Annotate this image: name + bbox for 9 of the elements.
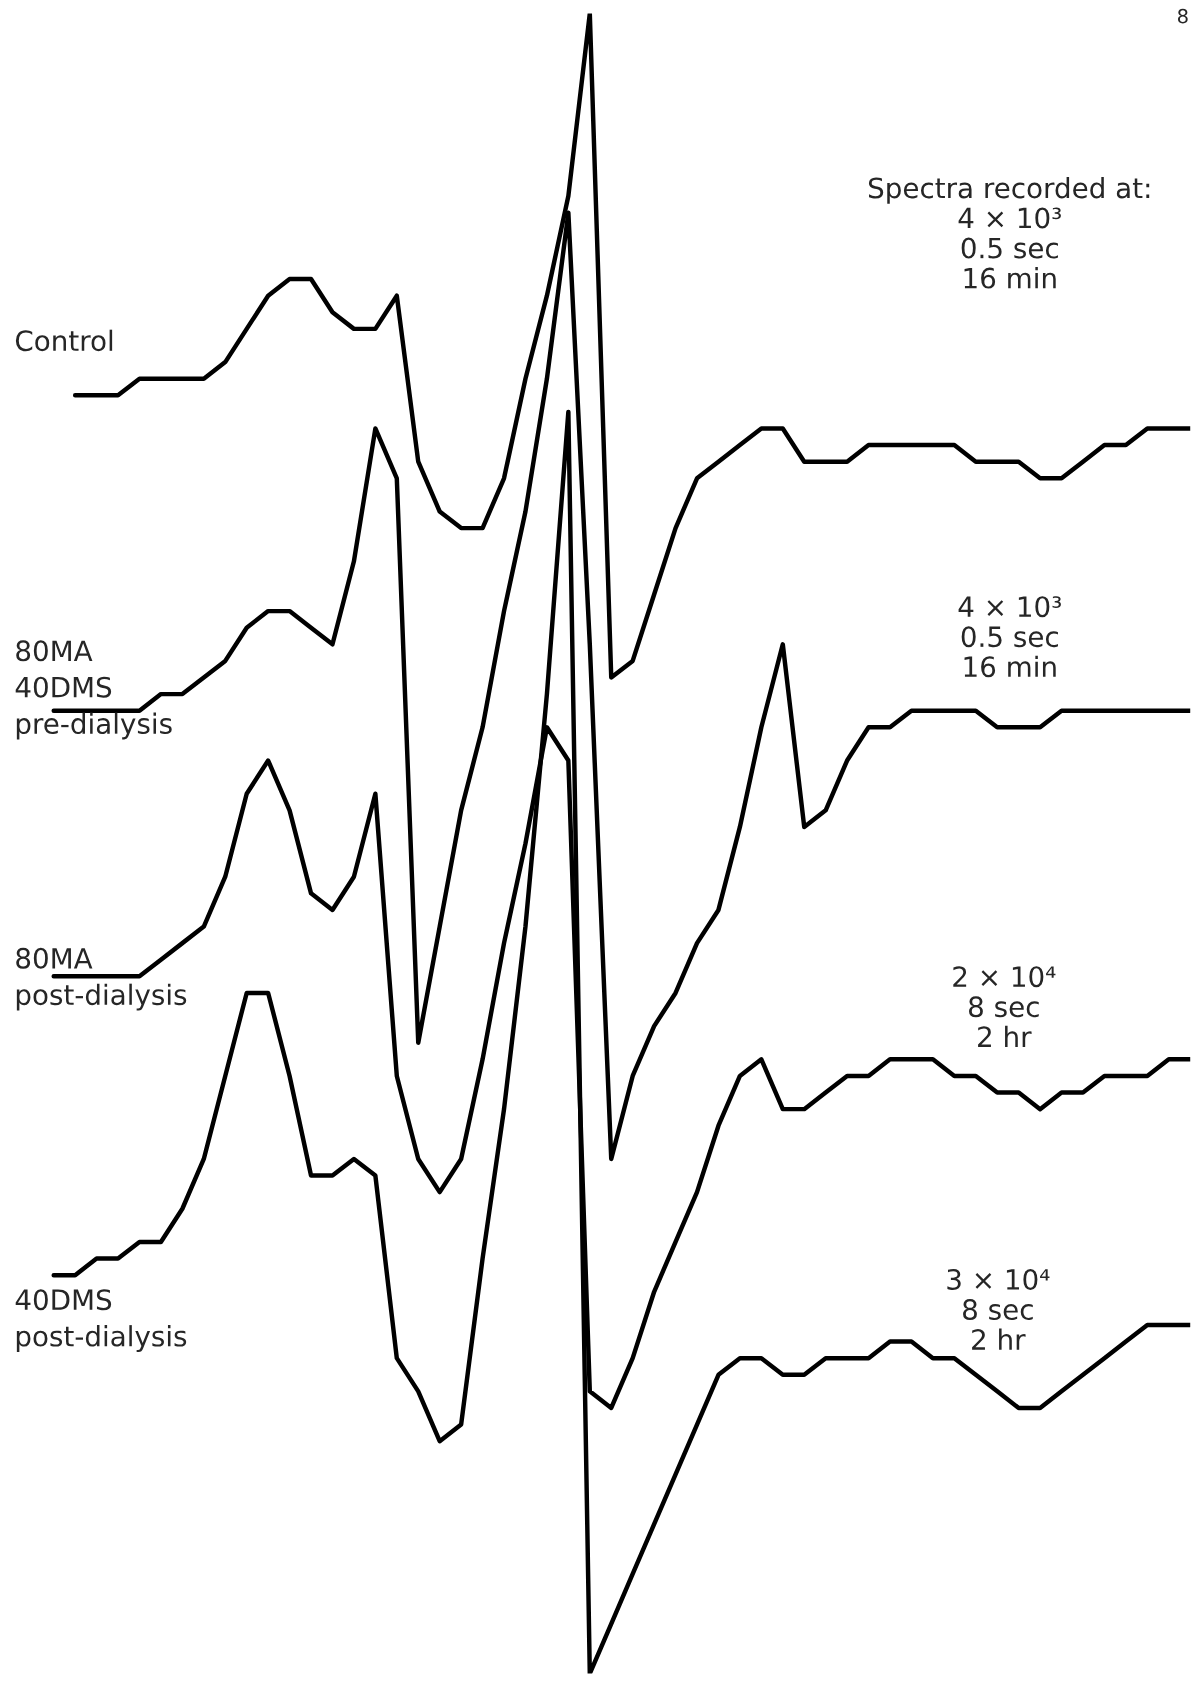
annotation: 3 × 10⁴ 8 sec 2 hr <box>947 1268 1050 1350</box>
series-label: 40DMS post-dialysis <box>15 1289 187 1352</box>
annotation: 2 × 10⁴ 8 sec 2 hr <box>953 966 1056 1047</box>
annotation: Spectra recorded at: 4 × 10³ 0.5 sec 16 min <box>868 176 1150 289</box>
annotation: 4 × 10³ 0.5 sec 16 min <box>958 596 1061 678</box>
series-label: 80MA 40DMS pre-dialysis <box>15 640 172 740</box>
series-label: Control <box>15 329 113 352</box>
series-label: 80MA post-dialysis <box>16 947 187 1011</box>
annotation: 8 <box>1177 8 1188 24</box>
